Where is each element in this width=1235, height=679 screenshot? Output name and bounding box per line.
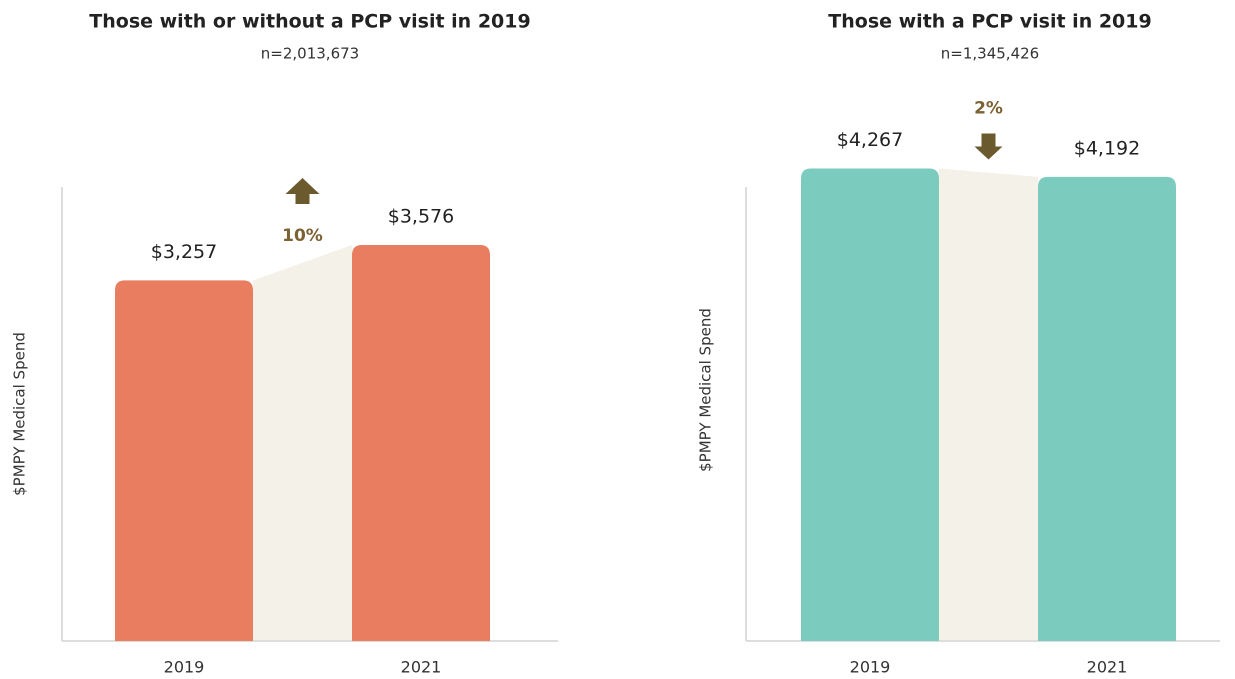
chart-subtitle: n=1,345,426 xyxy=(941,45,1039,63)
value-label: $4,267 xyxy=(837,129,903,151)
value-label: $3,257 xyxy=(151,241,217,263)
x-tick-label: 2019 xyxy=(850,658,891,677)
x-tick-label: 2021 xyxy=(401,658,442,677)
connector xyxy=(253,245,352,641)
chart-subtitle: n=2,013,673 xyxy=(261,45,359,63)
value-label: $4,192 xyxy=(1074,137,1140,159)
y-axis-label: $PMPY Medical Spend xyxy=(697,308,715,472)
chart-title: Those with or without a PCP visit in 201… xyxy=(89,11,530,33)
annotation: 10% xyxy=(282,226,323,246)
arrow-up xyxy=(285,178,320,205)
bar xyxy=(801,168,939,641)
connector xyxy=(939,168,1038,641)
y-axis-label: $PMPY Medical Spend xyxy=(11,332,29,496)
arrow-down xyxy=(974,133,1003,160)
x-tick-label: 2021 xyxy=(1087,658,1128,677)
value-label: $3,576 xyxy=(388,206,454,228)
chart-title: Those with a PCP visit in 2019 xyxy=(828,11,1151,33)
bar xyxy=(1038,176,1176,641)
x-tick-label: 2019 xyxy=(164,658,205,677)
annotation: 2% xyxy=(974,99,1003,119)
bar xyxy=(115,280,253,641)
bar xyxy=(352,245,490,641)
